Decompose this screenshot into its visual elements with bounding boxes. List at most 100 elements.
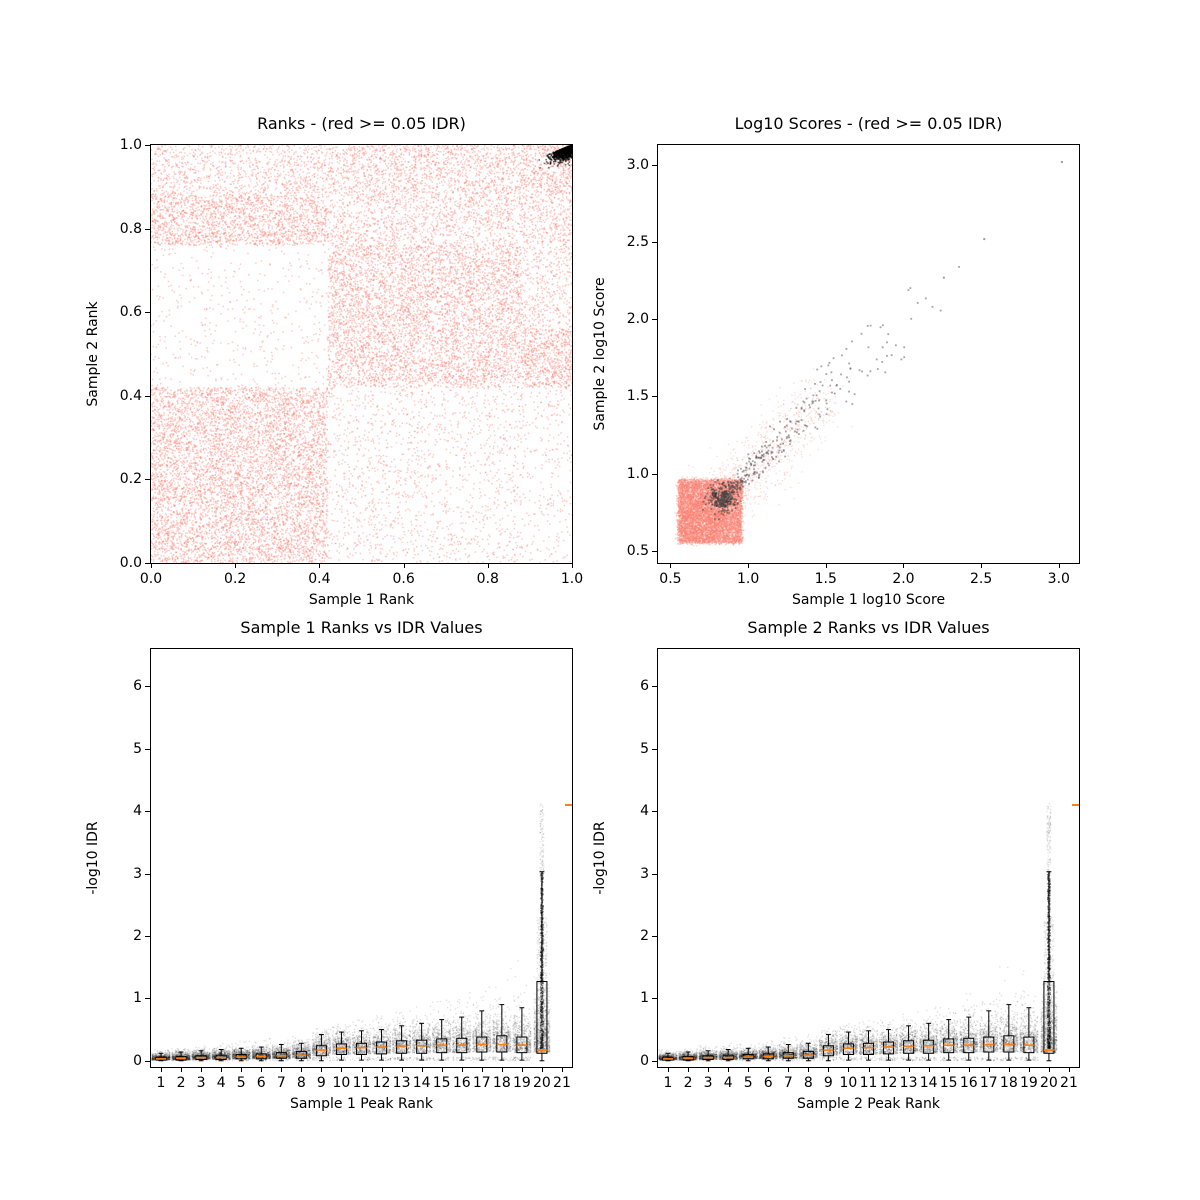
y-tick-mark bbox=[145, 935, 150, 937]
y-tick-mark bbox=[652, 935, 657, 937]
x-tick-label: 2 bbox=[176, 1075, 186, 1091]
x-tick-label: 0.2 bbox=[224, 571, 247, 587]
x-tick-label: 3.0 bbox=[1047, 571, 1070, 587]
x-tick-label: 7 bbox=[276, 1075, 286, 1091]
x-tick-mark bbox=[988, 1068, 990, 1072]
x-tick-label: 12 bbox=[879, 1075, 898, 1091]
y-tick-label: 1.0 bbox=[119, 137, 142, 153]
y-tick-mark bbox=[145, 748, 150, 750]
x-tick-mark bbox=[181, 1068, 183, 1072]
x-axis-label: Sample 1 log10 Score bbox=[791, 592, 946, 608]
x-tick-mark bbox=[201, 1068, 203, 1072]
chart-title: Sample 2 Ranks vs IDR Values bbox=[747, 618, 990, 637]
x-tick-mark bbox=[381, 1068, 383, 1072]
y-tick-mark bbox=[145, 479, 150, 481]
x-tick-label: 5 bbox=[743, 1075, 753, 1091]
y-tick-mark bbox=[145, 873, 150, 875]
x-tick-label: 0.8 bbox=[476, 571, 499, 587]
y-tick-label: 5 bbox=[640, 740, 649, 757]
ranks-scatter-canvas bbox=[151, 145, 572, 563]
y-tick-mark bbox=[145, 395, 150, 397]
y-tick-mark bbox=[652, 319, 657, 321]
y-tick-mark bbox=[145, 998, 150, 1000]
x-tick-mark bbox=[235, 564, 237, 568]
x-tick-mark bbox=[748, 564, 750, 568]
x-tick-mark bbox=[151, 564, 152, 568]
x-tick-label: 11 bbox=[859, 1075, 878, 1091]
x-tick-mark bbox=[341, 1068, 343, 1072]
x-tick-mark bbox=[788, 1068, 790, 1072]
x-tick-mark bbox=[668, 1068, 670, 1072]
x-tick-mark bbox=[748, 1068, 750, 1072]
y-tick-mark bbox=[652, 165, 657, 167]
y-tick-label: 1 bbox=[640, 990, 649, 1007]
x-tick-mark bbox=[321, 1068, 323, 1072]
x-tick-mark bbox=[868, 1068, 870, 1072]
x-tick-mark bbox=[281, 1068, 283, 1072]
x-tick-mark bbox=[948, 1068, 950, 1072]
y-tick-label: 0 bbox=[133, 1052, 142, 1069]
x-tick-label: 3 bbox=[196, 1075, 206, 1091]
plot-area bbox=[150, 648, 573, 1068]
y-tick-label: 2.5 bbox=[626, 234, 649, 251]
x-tick-label: 19 bbox=[1019, 1075, 1038, 1091]
x-tick-mark bbox=[981, 564, 983, 568]
x-tick-label: 10 bbox=[839, 1075, 858, 1091]
x-tick-mark bbox=[421, 1068, 423, 1072]
chart-title: Sample 1 Ranks vs IDR Values bbox=[240, 618, 483, 637]
y-tick-mark bbox=[652, 686, 657, 688]
chart-title: Log10 Scores - (red >= 0.05 IDR) bbox=[734, 114, 1003, 133]
subplot-ranks: Ranks - (red >= 0.05 IDR) Sample 2 Rank … bbox=[85, 114, 583, 608]
x-tick-mark bbox=[1008, 1068, 1010, 1072]
x-tick-label: 10 bbox=[332, 1075, 351, 1091]
x-tick-mark bbox=[728, 1068, 730, 1072]
x-tick-label: 21 bbox=[1060, 1075, 1078, 1091]
y-axis-label: -log10 IDR bbox=[592, 821, 608, 895]
x-tick-mark bbox=[572, 564, 573, 568]
y-tick-mark bbox=[652, 748, 657, 750]
x-tick-mark bbox=[670, 564, 672, 568]
x-tick-label: 1.5 bbox=[814, 571, 837, 587]
x-tick-mark bbox=[968, 1068, 970, 1072]
y-tick-mark bbox=[652, 998, 657, 1000]
x-tick-label: 1.0 bbox=[736, 571, 760, 587]
x-tick-label: 15 bbox=[432, 1075, 451, 1091]
y-tick-mark bbox=[652, 396, 657, 398]
x-tick-label: 1 bbox=[156, 1075, 166, 1091]
y-tick-label: 4 bbox=[133, 803, 142, 820]
plot-area bbox=[657, 144, 1080, 564]
y-tick-label: 0 bbox=[640, 1052, 649, 1069]
x-tick-mark bbox=[888, 1068, 890, 1072]
y-tick-label: 0.8 bbox=[119, 220, 142, 237]
y-tick-mark bbox=[145, 228, 150, 230]
x-tick-label: 11 bbox=[352, 1075, 371, 1091]
x-tick-mark bbox=[808, 1068, 810, 1072]
x-tick-label: 3 bbox=[703, 1075, 713, 1091]
x-tick-label: 17 bbox=[979, 1075, 998, 1091]
x-tick-mark bbox=[768, 1068, 770, 1072]
subplot-log10-scores: Log10 Scores - (red >= 0.05 IDR) Sample … bbox=[592, 114, 1080, 608]
x-tick-mark bbox=[441, 1068, 443, 1072]
x-tick-mark bbox=[301, 1068, 303, 1072]
y-tick-mark bbox=[145, 811, 150, 813]
x-tick-mark bbox=[501, 1068, 503, 1072]
x-tick-mark bbox=[361, 1068, 363, 1072]
x-tick-label: 5 bbox=[236, 1075, 246, 1091]
x-tick-label: 19 bbox=[512, 1075, 531, 1091]
plot-area bbox=[657, 648, 1080, 1068]
y-tick-label: 0.6 bbox=[119, 304, 142, 321]
y-tick-label: 0.0 bbox=[119, 555, 142, 571]
x-tick-mark bbox=[828, 1068, 830, 1072]
x-tick-label: 9 bbox=[316, 1075, 326, 1091]
x-tick-label: 20 bbox=[533, 1075, 551, 1091]
y-tick-mark bbox=[652, 1060, 657, 1062]
x-tick-mark bbox=[221, 1068, 223, 1072]
x-tick-mark bbox=[848, 1068, 850, 1072]
plot-area bbox=[150, 144, 573, 564]
x-axis-label: Sample 1 Rank bbox=[308, 592, 415, 608]
y-axis-label: Sample 2 log10 Score bbox=[592, 277, 608, 431]
x-tick-mark bbox=[403, 564, 405, 568]
y-tick-label: 1 bbox=[133, 990, 142, 1007]
x-tick-mark bbox=[521, 1068, 523, 1072]
